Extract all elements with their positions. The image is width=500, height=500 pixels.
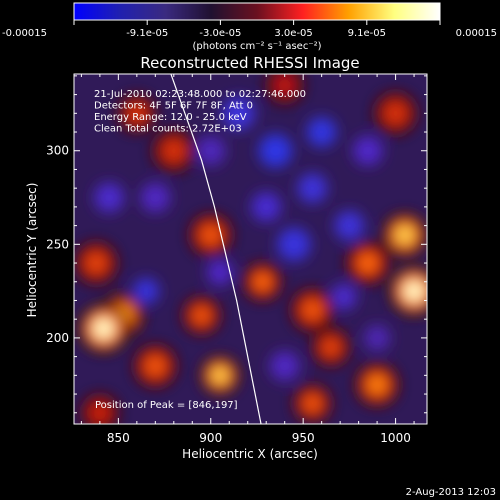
heatmap-blob-core bbox=[276, 77, 293, 94]
heatmap-blob-core bbox=[164, 141, 183, 160]
annotation-line: Clean Total counts: 2.72E+03 bbox=[94, 124, 242, 135]
heatmap-blobs bbox=[74, 74, 427, 424]
x-tick-label: 1000 bbox=[380, 431, 411, 445]
heatmap-blob bbox=[277, 227, 311, 261]
colorbar bbox=[73, 2, 441, 21]
annotation-line: Energy Range: 12.0 - 25.0 keV bbox=[94, 112, 247, 123]
colorbar-unit-label: (photons cm⁻² s⁻¹ asec⁻²) bbox=[192, 41, 321, 52]
heatmap-blob-core bbox=[367, 375, 387, 394]
x-tick-label: 850 bbox=[107, 431, 130, 445]
heatmap-blob-core bbox=[304, 395, 321, 412]
x-tick-label: 950 bbox=[292, 431, 315, 445]
y-axis-label: Heliocentric Y (arcsec) bbox=[25, 183, 39, 318]
colorbar-tick-label: 0.00015 bbox=[456, 28, 497, 39]
heatmap-blob-core bbox=[128, 105, 145, 122]
colorbar-tick-label: -0.00015 bbox=[2, 28, 47, 39]
heatmap-blob bbox=[140, 182, 171, 213]
heatmap-blob bbox=[251, 192, 281, 222]
heatmap-blob-core bbox=[91, 404, 109, 421]
heatmap-blob-core bbox=[93, 318, 114, 339]
colorbar-tick-label: 9.1e-05 bbox=[348, 28, 386, 39]
peak-position-label: Position of Peak = [846,197] bbox=[95, 400, 238, 411]
x-axis-ticks: 850 900 950 1000 bbox=[80, 74, 415, 445]
heatmap-blob-core bbox=[87, 253, 106, 273]
plot-frame bbox=[73, 73, 428, 425]
heatmap-blob-core bbox=[211, 367, 229, 384]
heatmap-blob bbox=[221, 96, 256, 130]
annotation-line: Detectors: 4F 5F 6F 7F 8F, Att 0 bbox=[94, 101, 253, 112]
heatmap-blob bbox=[353, 135, 383, 166]
heatmap-blob bbox=[364, 324, 391, 351]
y-tick-label: 250 bbox=[46, 237, 69, 251]
heatmap-blob-core bbox=[254, 273, 271, 290]
y-tick-label: 200 bbox=[46, 331, 69, 345]
colorbar-ticks: -0.00015 -9.1e-05 -3.0e-05 3.0e-05 9.1e-05 0.… bbox=[2, 20, 497, 39]
y-axis-ticks: 200 250 300 bbox=[46, 75, 427, 414]
x-axis-label: Heliocentric X (arcsec) bbox=[182, 447, 318, 461]
heatmap-blob bbox=[195, 135, 226, 166]
colorbar-tick-label: -3.0e-05 bbox=[199, 28, 241, 39]
heatmap-blob-core bbox=[386, 104, 405, 123]
heatmap-blob bbox=[334, 210, 365, 241]
heatmap-blob bbox=[269, 351, 300, 381]
y-tick-label: 300 bbox=[46, 144, 69, 158]
heatmap-blob bbox=[133, 278, 160, 305]
annotation-block: 21-Jul-2010 02:23:48.000 to 02:27:46.000… bbox=[94, 89, 306, 135]
heatmap-blob-core bbox=[303, 300, 322, 319]
annotation-line: 21-Jul-2010 02:23:48.000 to 02:27:46.000 bbox=[94, 89, 306, 100]
timestamp: 2-Aug-2013 12:03 bbox=[406, 487, 496, 498]
heatmap-blob-core bbox=[403, 280, 425, 302]
heatmap-blob-core bbox=[358, 253, 378, 273]
heatmap-blob bbox=[297, 173, 328, 203]
heatmap-blob-core bbox=[193, 307, 210, 324]
colorbar-tick-label: 3.0e-05 bbox=[274, 28, 312, 39]
heatmap-blob-core bbox=[395, 225, 414, 245]
heatmap-blob bbox=[207, 259, 233, 286]
heatmap-blob bbox=[306, 117, 337, 147]
x-tick-label: 900 bbox=[199, 431, 222, 445]
heatmap-blob-core bbox=[201, 225, 220, 245]
solar-limb-curve bbox=[170, 74, 262, 424]
heatmap-blob bbox=[258, 134, 293, 168]
heatmap-blob bbox=[94, 182, 124, 213]
heatmap-blob-core bbox=[322, 339, 340, 356]
colorbar-tick-label: -9.1e-05 bbox=[126, 28, 168, 39]
heatmap-blob-core bbox=[146, 356, 165, 376]
heatmap-blob bbox=[330, 283, 357, 310]
chart-title: Reconstructed RHESSI Image bbox=[140, 54, 359, 72]
